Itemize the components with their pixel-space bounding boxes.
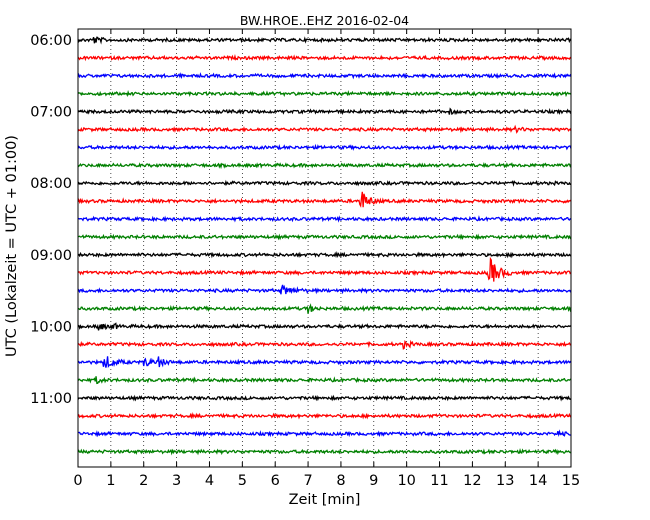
trace-row-4	[77, 107, 572, 116]
trace-row-1	[77, 54, 572, 62]
trace-row-17	[77, 339, 572, 350]
y-axis-label: UTC (Lokalzeit = UTC + 01:00)	[4, 135, 20, 357]
y-tick-label: 08:00	[30, 176, 72, 192]
x-tick-label: 11	[430, 473, 448, 489]
trace-row-21	[77, 412, 572, 420]
x-tick-label: 15	[562, 473, 580, 489]
trace-row-16	[77, 322, 572, 331]
trace-row-18	[77, 356, 572, 369]
x-tick-label: 14	[529, 473, 547, 489]
x-tick-label: 2	[139, 473, 148, 489]
y-tick-label: 11:00	[30, 391, 72, 407]
plot-frame	[77, 28, 572, 468]
trace-row-19	[77, 376, 572, 385]
x-tick-label: 1	[106, 473, 115, 489]
x-tick-label: 4	[205, 473, 214, 489]
trace-row-8	[77, 179, 572, 187]
trace-row-14	[77, 284, 572, 295]
trace-row-20	[77, 394, 572, 402]
y-tick-label: 09:00	[30, 248, 72, 264]
trace-row-5	[77, 124, 572, 134]
trace-row-7	[77, 162, 572, 170]
trace-row-0	[77, 36, 572, 45]
x-tick-label: 3	[172, 473, 181, 489]
trace-row-3	[77, 90, 572, 98]
trace-row-22	[77, 429, 572, 438]
trace-row-12	[77, 250, 572, 259]
x-tick-label: 0	[73, 473, 82, 489]
y-tick-label: 07:00	[30, 105, 72, 121]
x-tick-label: 12	[463, 473, 481, 489]
y-tick-label: 06:00	[30, 33, 72, 49]
axis-ticks: 0 1 2 3 4 5 6 7 8 9 10 11 12 13 14 1506:0007:0008:0009:…	[30, 29, 580, 489]
seismic-traces	[77, 36, 572, 456]
x-tick-label: 10	[397, 473, 415, 489]
trace-row-2	[77, 72, 572, 80]
x-tick-label: 8	[336, 473, 345, 489]
trace-row-15	[77, 303, 572, 314]
x-tick-label: 9	[369, 473, 378, 489]
grid-lines	[110, 29, 539, 467]
trace-row-11	[77, 233, 572, 241]
x-tick-label: 13	[496, 473, 514, 489]
y-tick-label: 10:00	[30, 319, 72, 335]
trace-row-6	[77, 143, 572, 151]
x-tick-label: 7	[303, 473, 312, 489]
x-tick-label: 6	[271, 473, 280, 489]
trace-row-23	[77, 448, 572, 456]
trace-row-10	[77, 215, 572, 223]
x-tick-label: 5	[238, 473, 247, 489]
x-axis-label: Zeit [min]	[289, 492, 361, 508]
trace-row-13	[77, 256, 572, 282]
trace-row-9	[77, 191, 572, 208]
chart-title: BW.HROE..EHZ 2016-02-04	[240, 13, 409, 28]
